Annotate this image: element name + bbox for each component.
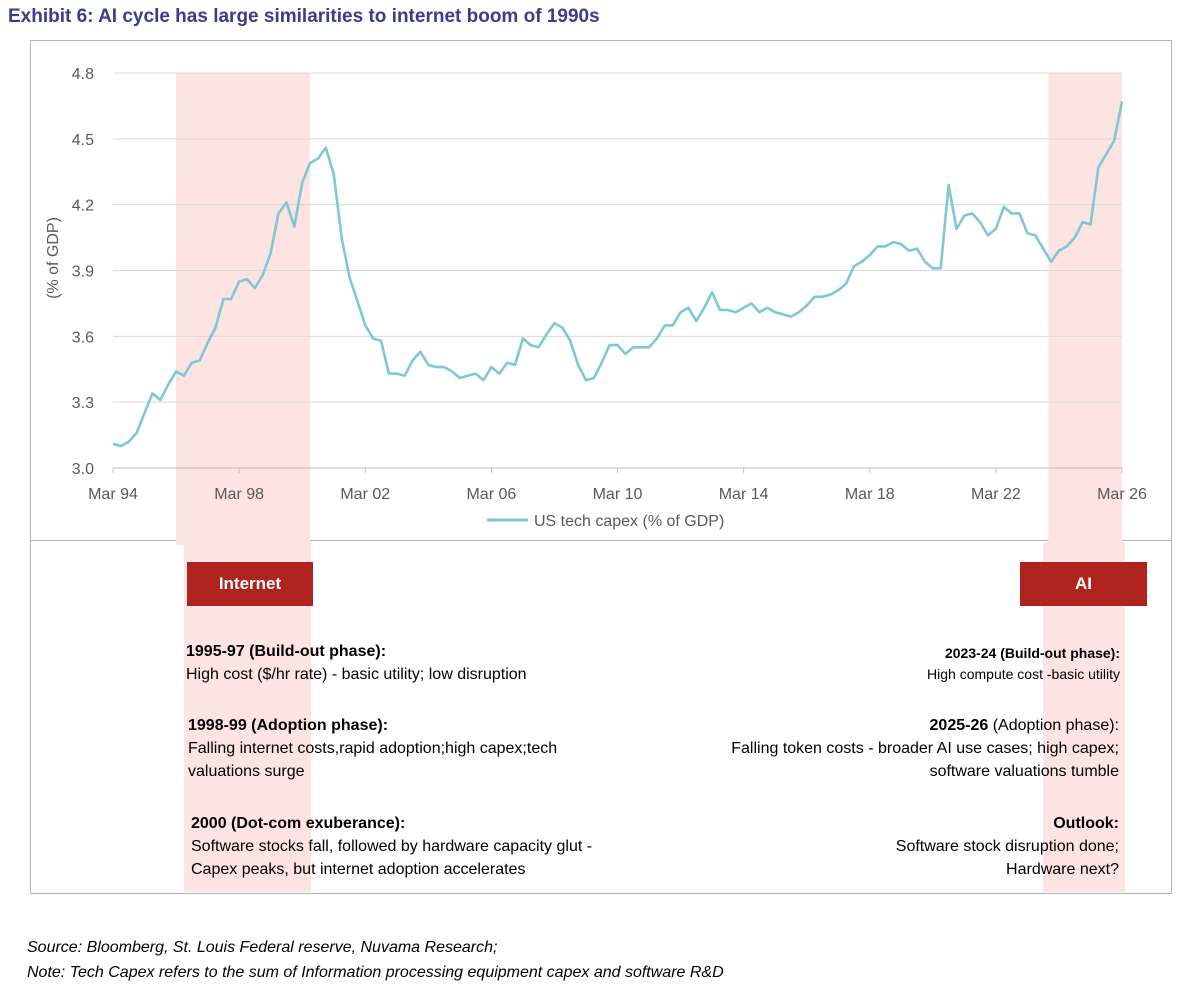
note-adoption-internet: 1998-99 (Adoption phase): Falling intern… [188, 714, 618, 783]
gridlines [113, 72, 1122, 403]
legend-label: US tech capex (% of GDP) [534, 513, 724, 530]
note-heading: 1995-97 (Build-out phase): [186, 643, 387, 660]
note-body-line2: Hardware next? [1006, 861, 1119, 878]
note-body: Software stocks fall, followed by hardwa… [191, 838, 593, 878]
line-chart: 3.0 3.3 3.6 3.9 4.2 4.5 4.8 Mar 94 Mar 98 Mar 02… [45, 66, 1147, 545]
note-heading: Outlook: [1053, 815, 1119, 832]
ai-band [1048, 73, 1122, 545]
y-tick-label: 3.9 [72, 264, 94, 281]
note-heading: 2025-26 [929, 717, 989, 734]
shaded-periods [176, 73, 1122, 545]
x-tick-label: Mar 22 [971, 486, 1021, 503]
note-heading-rest: (Adoption phase): [988, 717, 1119, 734]
ai-era-label: AI [1020, 562, 1147, 606]
series-layer [112, 101, 1124, 448]
note-build-out-internet: 1995-97 (Build-out phase): High cost ($/… [186, 640, 606, 686]
x-tick-label: Mar 10 [593, 486, 643, 503]
note-outlook: Outlook: Software stock disruption done;… [820, 812, 1119, 881]
note-body-line2: software valuations tumble [929, 763, 1119, 780]
note-body-line1: Software stock disruption done; [895, 838, 1119, 855]
y-tick-label: 4.8 [72, 66, 94, 83]
y-tick-label: 4.2 [72, 198, 94, 215]
note-body: High cost ($/hr rate) - basic utility; l… [186, 666, 527, 683]
x-tick-labels: Mar 94 Mar 98 Mar 02 Mar 06 Mar 10 Mar 14 Mar … [88, 468, 1147, 503]
note-body: High compute cost -basic utility [927, 666, 1120, 682]
note-heading: 2023-24 (Build-out phase): [944, 645, 1120, 661]
y-tick-label: 4.5 [72, 132, 94, 149]
legend: US tech capex (% of GDP) [487, 513, 724, 530]
x-tick-label: Mar 98 [214, 486, 264, 503]
notes-frame [30, 540, 1172, 894]
x-tick-label: Mar 14 [719, 486, 769, 503]
note-body-line1: Falling token costs - broader AI use cas… [731, 740, 1119, 757]
note-heading: 1998-99 (Adoption phase): [188, 717, 389, 734]
y-tick-labels: 3.0 3.3 3.6 3.9 4.2 4.5 4.8 [72, 66, 94, 478]
x-tick-label: Mar 26 [1097, 486, 1147, 503]
note-line: Note: Tech Capex refers to the sum of In… [27, 964, 724, 981]
y-tick-label: 3.3 [72, 395, 94, 412]
source-line: Source: Bloomberg, St. Louis Federal res… [27, 939, 498, 956]
note-build-out-ai: 2023-24 (Build-out phase): High compute … [820, 643, 1120, 685]
note-body: Falling internet costs,rapid adoption;hi… [188, 740, 558, 780]
y-axis-label: (% of GDP) [45, 217, 62, 299]
y-tick-label: 3.0 [72, 461, 94, 478]
x-tick-label: Mar 94 [88, 486, 138, 503]
note-dotcom: 2000 (Dot-com exuberance): Software stoc… [191, 812, 616, 881]
internet-era-label: Internet [187, 562, 313, 606]
x-tick-label: Mar 02 [340, 486, 390, 503]
note-adoption-ai: 2025-26 (Adoption phase): Falling token … [660, 714, 1119, 783]
exhibit-title: Exhibit 6: AI cycle has large similariti… [8, 6, 600, 27]
note-heading: 2000 (Dot-com exuberance): [191, 815, 406, 832]
x-tick-label: Mar 18 [845, 486, 895, 503]
series-line [112, 101, 1124, 448]
x-tick-label: Mar 06 [466, 486, 516, 503]
y-tick-label: 3.6 [72, 329, 94, 346]
internet-band [176, 73, 311, 545]
